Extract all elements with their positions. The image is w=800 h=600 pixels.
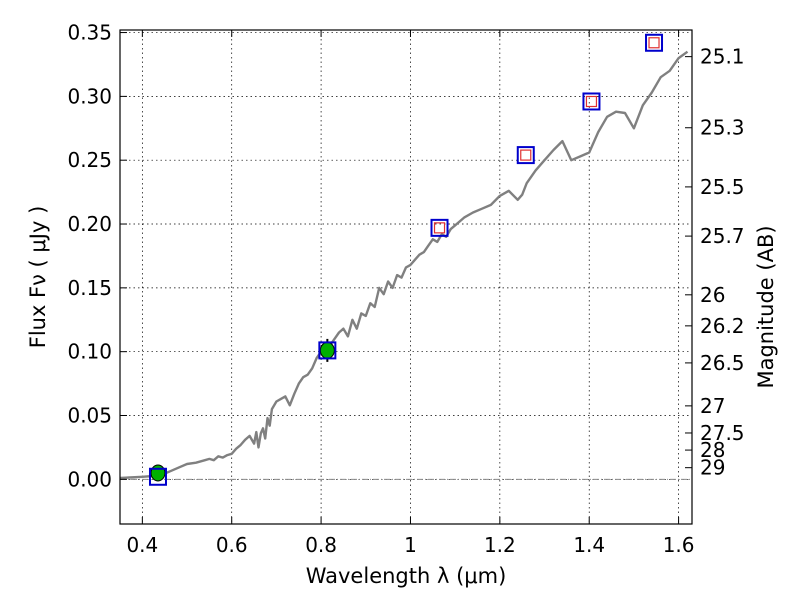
y-tick-label: 0.25 — [67, 148, 112, 172]
model-flux-box — [430, 218, 449, 237]
y-tick-label: 0.10 — [67, 340, 112, 364]
x-axis-label: Wavelength λ (μm) — [306, 564, 507, 588]
plot-frame — [119, 29, 693, 525]
magnitude-tick-label: 27 — [700, 394, 725, 418]
x-tick-label: 1.6 — [663, 533, 695, 557]
y-tick-label: 0.15 — [67, 276, 112, 300]
x-axis-ticks: 0.4 0.6 0.8 1 1.2 1.4 1.6 — [126, 30, 695, 557]
x-tick-label: 0.6 — [216, 533, 248, 557]
y-tick-label: 0.35 — [67, 21, 112, 45]
spectrum-series — [119, 50, 689, 480]
upper-limit-box — [585, 95, 598, 108]
magnitude-tick-label: 26 — [700, 283, 725, 307]
photometry-points — [148, 33, 664, 486]
y-tick-label: 0.05 — [67, 403, 112, 427]
magnitude-tick-label: 26.2 — [700, 314, 745, 338]
model-flux-box — [645, 33, 664, 52]
magnitude-tick-label: 25.7 — [700, 224, 745, 248]
y-tick-label: 0.20 — [67, 212, 112, 236]
grid — [120, 30, 692, 524]
x-tick-label: 0.8 — [305, 533, 337, 557]
x-tick-label: 1 — [404, 533, 417, 557]
y-axis-label: Flux Fν ( μJy ) — [26, 206, 50, 349]
x-tick-label: 1.4 — [573, 533, 605, 557]
model-flux-box — [516, 146, 535, 165]
magnitude-axis-label: Magnitude (AB) — [754, 225, 778, 388]
y-tick-label: 0.30 — [67, 84, 112, 108]
magnitude-tick-label: 28 — [700, 438, 725, 462]
upper-limit-box — [520, 149, 532, 161]
upper-limit-box — [648, 37, 660, 49]
y-tick-label: 0.00 — [67, 467, 112, 491]
magnitude-tick-label: 25.1 — [700, 45, 745, 69]
magnitude-tick-label: 27.5 — [700, 421, 745, 445]
model-flux-box — [582, 92, 601, 111]
magnitude-tick-label: 25.3 — [700, 116, 745, 140]
spectrum-line — [119, 50, 689, 480]
model-flux-box — [148, 467, 167, 486]
x-tick-label: 1.2 — [484, 533, 516, 557]
y-axis-ticks: 0.00 0.05 0.10 0.15 0.20 0.25 0.30 0.35 — [67, 21, 127, 491]
detection-point — [319, 341, 335, 359]
detection-point — [150, 464, 166, 482]
x-tick-label: 0.4 — [126, 533, 158, 557]
upper-limit-box — [433, 222, 446, 234]
magnitude-tick-label: 26.5 — [700, 351, 745, 375]
model-flux-box — [318, 341, 337, 360]
magnitude-tick-label: 29 — [700, 456, 725, 480]
magnitude-tick-label: 25.5 — [700, 175, 745, 199]
